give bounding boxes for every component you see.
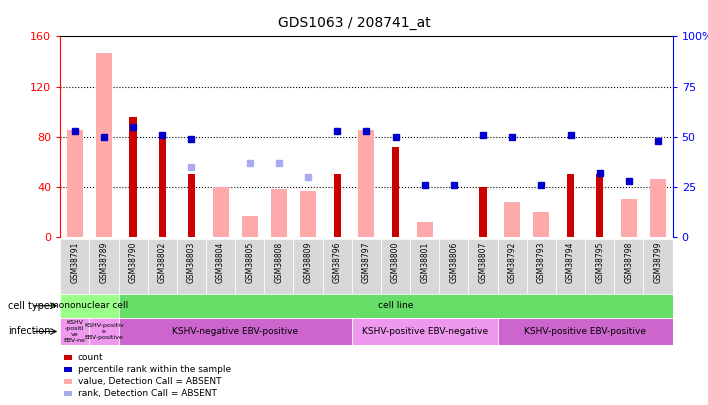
Bar	[118, 318, 352, 345]
Text: cell type: cell type	[8, 301, 50, 311]
Bar	[148, 239, 177, 294]
Bar	[381, 239, 410, 294]
Text: GSM38808: GSM38808	[275, 242, 283, 283]
Bar	[479, 187, 486, 237]
Text: GSM38799: GSM38799	[653, 242, 663, 283]
Text: KSHV-positiv
e
EBV-positive: KSHV-positiv e EBV-positive	[84, 323, 124, 340]
Bar	[650, 179, 666, 237]
Text: infection: infection	[8, 326, 51, 337]
Bar	[300, 191, 316, 237]
Text: mononuclear cell: mononuclear cell	[50, 301, 128, 310]
Bar	[352, 318, 498, 345]
Text: GSM38794: GSM38794	[566, 242, 575, 283]
Text: GSM38807: GSM38807	[479, 242, 488, 283]
Text: GSM38803: GSM38803	[187, 242, 196, 283]
Bar	[333, 174, 341, 237]
Bar	[417, 222, 433, 237]
Text: cell line: cell line	[378, 301, 413, 310]
Text: GSM38800: GSM38800	[391, 242, 400, 283]
Bar	[159, 134, 166, 237]
Text: GSM38809: GSM38809	[304, 242, 312, 283]
Text: GSM38798: GSM38798	[624, 242, 634, 283]
Bar	[294, 239, 323, 294]
Bar	[323, 239, 352, 294]
Bar	[89, 239, 118, 294]
Text: GSM38796: GSM38796	[333, 242, 342, 283]
Text: GSM38793: GSM38793	[537, 242, 546, 283]
Text: GSM38805: GSM38805	[245, 242, 254, 283]
Text: GSM38795: GSM38795	[595, 242, 604, 283]
Bar	[60, 318, 89, 345]
Bar	[235, 239, 264, 294]
Bar	[439, 239, 469, 294]
Text: GSM38797: GSM38797	[362, 242, 371, 283]
Bar	[352, 239, 381, 294]
Text: KSHV-negative EBV-positive: KSHV-negative EBV-positive	[172, 327, 298, 336]
Bar	[533, 212, 549, 237]
Bar	[498, 239, 527, 294]
Text: GSM38792: GSM38792	[508, 242, 517, 283]
Text: count: count	[78, 353, 103, 362]
Bar	[118, 239, 148, 294]
Bar	[567, 174, 574, 237]
Bar	[410, 239, 439, 294]
Bar	[596, 174, 603, 237]
Text: GDS1063 / 208741_at: GDS1063 / 208741_at	[278, 16, 430, 30]
Text: KSHV-positive EBV-positive: KSHV-positive EBV-positive	[524, 327, 646, 336]
Bar	[67, 130, 83, 237]
Text: GSM38801: GSM38801	[421, 242, 429, 283]
Text: GSM38791: GSM38791	[70, 242, 79, 283]
Bar	[392, 147, 399, 237]
Text: KSHV
-positi
ve
EBV-ne: KSHV -positi ve EBV-ne	[64, 320, 86, 343]
Text: GSM38804: GSM38804	[216, 242, 225, 283]
Text: KSHV-positive EBV-negative: KSHV-positive EBV-negative	[362, 327, 488, 336]
Bar	[469, 239, 498, 294]
Bar	[621, 199, 637, 237]
Bar	[644, 239, 673, 294]
Bar	[271, 189, 287, 237]
Text: value, Detection Call = ABSENT: value, Detection Call = ABSENT	[78, 377, 222, 386]
Bar	[130, 117, 137, 237]
Bar	[60, 294, 118, 318]
Bar	[498, 318, 673, 345]
Bar	[615, 239, 644, 294]
Text: rank, Detection Call = ABSENT: rank, Detection Call = ABSENT	[78, 389, 217, 398]
Bar	[60, 239, 89, 294]
Bar	[188, 174, 195, 237]
Text: GSM38790: GSM38790	[129, 242, 137, 283]
Bar	[206, 239, 235, 294]
Bar	[212, 187, 229, 237]
Bar	[241, 215, 258, 237]
Bar	[89, 318, 118, 345]
Bar	[264, 239, 294, 294]
Text: GSM38806: GSM38806	[450, 242, 458, 283]
Bar	[96, 53, 112, 237]
Bar	[358, 130, 375, 237]
Bar	[527, 239, 556, 294]
Text: GSM38802: GSM38802	[158, 242, 167, 283]
Bar	[556, 239, 585, 294]
Text: GSM38789: GSM38789	[99, 242, 108, 283]
Text: percentile rank within the sample: percentile rank within the sample	[78, 365, 231, 374]
Bar	[177, 239, 206, 294]
Bar	[504, 202, 520, 237]
Bar	[585, 239, 615, 294]
